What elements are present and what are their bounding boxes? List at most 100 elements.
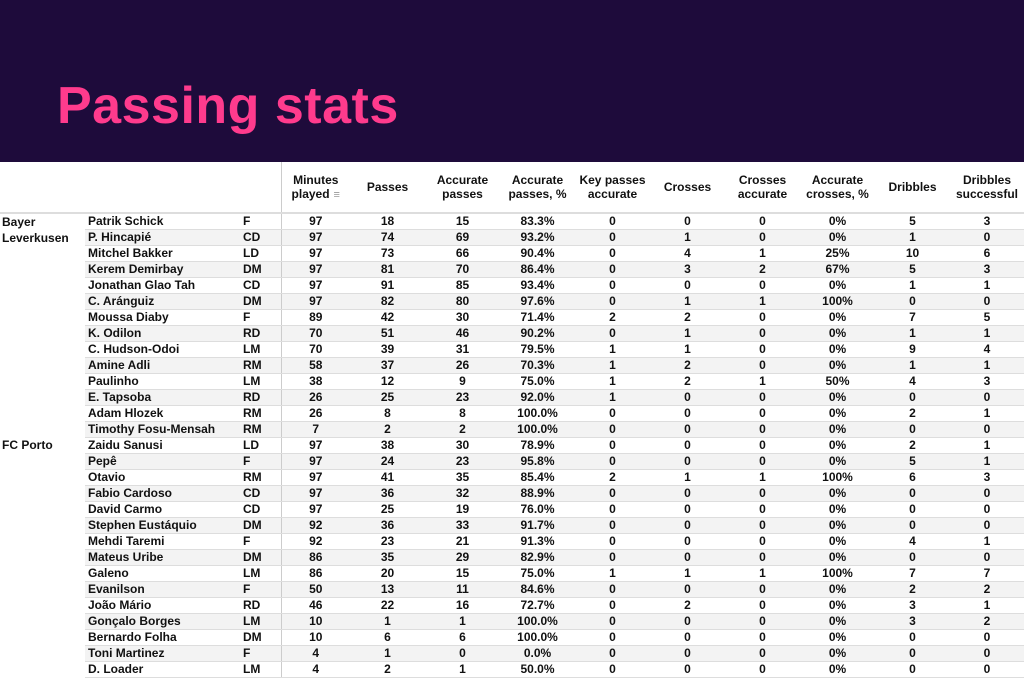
stat-cell: 97 — [280, 261, 350, 278]
table-row: Amine Adli RM 58 37 26 70.3% 1 2 0 0% 1 1 — [0, 357, 1024, 374]
player-name: Gonçalo Borges — [85, 613, 240, 630]
player-position: RM — [240, 421, 281, 438]
table-header-row: Minutes played ≡ Passes Accurate passes Accu… — [0, 162, 1024, 214]
stat-cell: 1 — [725, 565, 800, 582]
stat-cell: 0% — [800, 357, 875, 374]
stat-cell: 0 — [575, 213, 650, 230]
column-header[interactable]: Accurate passes — [425, 162, 500, 214]
stat-cell: 9 — [875, 341, 950, 358]
stat-cell: 0 — [575, 229, 650, 246]
player-position: CD — [240, 229, 281, 246]
stat-cell: 0 — [725, 485, 800, 502]
stat-cell: 1 — [650, 469, 725, 486]
player-position: LM — [240, 341, 281, 358]
stat-cell: 97 — [280, 485, 350, 502]
stat-cell: 1 — [575, 565, 650, 582]
stat-cell: 2 — [725, 261, 800, 278]
stat-cell: 0 — [650, 485, 725, 502]
stat-cell: 0 — [575, 437, 650, 454]
column-header-label: Accurate passes — [436, 173, 489, 201]
column-header-label: Crosses — [663, 180, 712, 194]
stat-cell: 0% — [800, 533, 875, 550]
stat-cell: 0% — [800, 485, 875, 502]
stat-cell: 2 — [575, 469, 650, 486]
stat-cell: 91 — [350, 277, 425, 294]
player-name: Timothy Fosu-Mensah — [85, 421, 240, 438]
stat-cell: 100.0% — [500, 405, 575, 422]
player-position: F — [240, 213, 281, 230]
stat-cell: 1 — [950, 597, 1024, 614]
stat-cell: 19 — [425, 501, 500, 518]
stat-cell: 97 — [280, 293, 350, 310]
stat-cell: 1 — [350, 645, 425, 662]
stat-cell: 86 — [280, 549, 350, 566]
stat-cell: 0 — [875, 485, 950, 502]
stat-cell: 46 — [280, 597, 350, 614]
stat-cell: 84.6% — [500, 581, 575, 598]
player-position: DM — [240, 629, 281, 646]
stat-cell: 0% — [800, 325, 875, 342]
stat-cell: 6 — [950, 245, 1024, 262]
stat-cell: 0 — [725, 629, 800, 646]
player-name: Toni Martinez — [85, 645, 240, 662]
stat-cell: 0% — [800, 405, 875, 422]
stat-cell: 97 — [280, 213, 350, 230]
player-position: CD — [240, 277, 281, 294]
stat-cell: 13 — [350, 581, 425, 598]
stat-cell: 31 — [425, 341, 500, 358]
stat-cell: 88.9% — [500, 485, 575, 502]
stat-cell: 0 — [950, 549, 1024, 566]
table-row: Bayer Leverkusen Patrik Schick F 97 18 15 83.3… — [0, 213, 1024, 245]
stat-cell: 0 — [575, 277, 650, 294]
stat-cell: 0 — [950, 421, 1024, 438]
player-name: Amine Adli — [85, 357, 240, 374]
table-row: Moussa Diaby F 89 42 30 71.4% 2 2 0 0% 7 5 — [0, 309, 1024, 326]
column-header[interactable]: Dribbles successful — [950, 162, 1024, 214]
stat-cell: 1 — [950, 405, 1024, 422]
stat-cell: 1 — [725, 373, 800, 390]
column-header[interactable]: Dribbles — [875, 162, 950, 214]
player-position: DM — [240, 517, 281, 534]
player-position: LM — [240, 565, 281, 582]
stat-cell: 1 — [950, 437, 1024, 454]
stat-cell: 0 — [725, 645, 800, 662]
stat-cell: 20 — [350, 565, 425, 582]
header-position — [240, 162, 281, 214]
stat-cell: 1 — [575, 389, 650, 406]
table-row: Pepê F 97 24 23 95.8% 0 0 0 0% 5 1 — [0, 453, 1024, 470]
player-name: Galeno — [85, 565, 240, 582]
player-position: DM — [240, 261, 281, 278]
stat-cell: 35 — [350, 549, 425, 566]
column-header[interactable]: Crosses accurate — [725, 162, 800, 214]
player-position: RM — [240, 469, 281, 486]
stat-cell: 36 — [350, 485, 425, 502]
stat-cell: 5 — [875, 453, 950, 470]
stat-cell: 82 — [350, 293, 425, 310]
stat-cell: 0 — [725, 597, 800, 614]
stat-cell: 0 — [725, 357, 800, 374]
column-header[interactable]: Minutes played ≡ — [280, 162, 350, 214]
stat-cell: 2 — [650, 357, 725, 374]
column-header[interactable]: Key passes accurate — [575, 162, 650, 214]
table-row: Mitchel Bakker LD 97 73 66 90.4% 0 4 1 25% 10 6 — [0, 245, 1024, 262]
stat-cell: 0 — [650, 277, 725, 294]
stat-cell: 2 — [350, 661, 425, 678]
stat-cell: 0 — [575, 405, 650, 422]
stat-cell: 0 — [650, 581, 725, 598]
column-header-label: Minutes played — [291, 172, 339, 201]
column-header[interactable]: Accurate crosses, % — [800, 162, 875, 214]
column-header[interactable]: Passes — [350, 162, 425, 214]
stat-cell: 26 — [280, 389, 350, 406]
player-position: CD — [240, 485, 281, 502]
player-position: RD — [240, 597, 281, 614]
column-header[interactable]: Accurate passes, % — [500, 162, 575, 214]
sort-descending-icon[interactable]: ≡ — [333, 188, 340, 201]
stat-cell: 1 — [650, 325, 725, 342]
stat-cell: 0 — [725, 213, 800, 230]
stat-cell: 0 — [950, 389, 1024, 406]
column-header[interactable]: Crosses — [650, 162, 725, 214]
stat-cell: 0% — [800, 581, 875, 598]
stat-cell: 0 — [875, 501, 950, 518]
stat-cell: 4 — [280, 661, 350, 678]
stat-cell: 0% — [800, 517, 875, 534]
